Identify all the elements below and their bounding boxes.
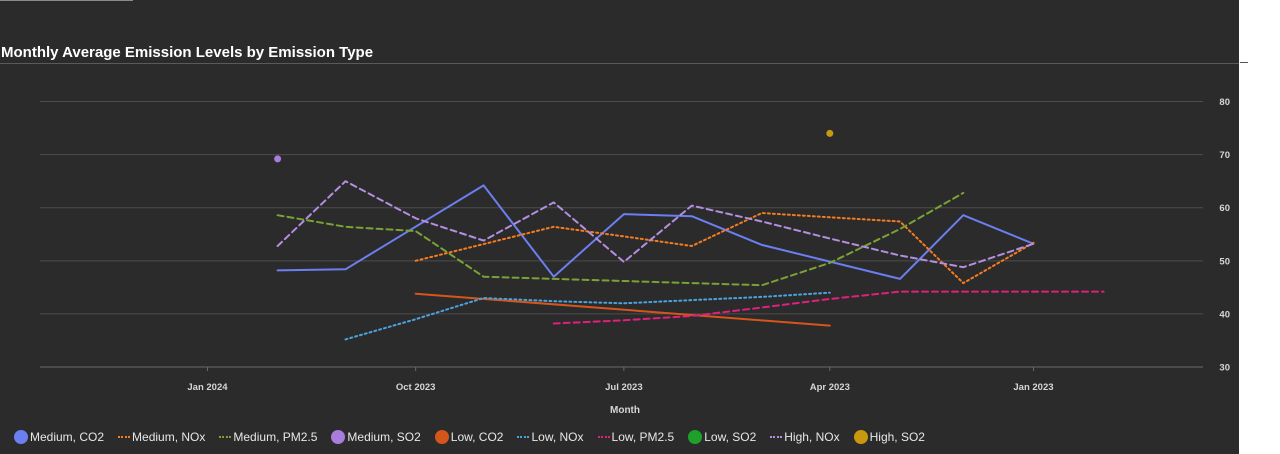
chart-title: Monthly Average Emission Levels by Emiss… xyxy=(1,44,374,61)
series-line-low-co2 xyxy=(414,292,831,327)
series-line-medium-nox xyxy=(414,212,1035,285)
legend-item[interactable]: Medium, CO2 xyxy=(14,430,104,444)
legend-label: High, SO2 xyxy=(869,430,925,444)
series-line-high-nox xyxy=(276,180,1035,269)
legend-item[interactable]: Medium, PM2.5 xyxy=(219,430,317,444)
y-tick-label: 50 xyxy=(1219,256,1230,267)
legend-item[interactable]: Medium, NOx xyxy=(118,430,205,444)
y-tick-label: 80 xyxy=(1219,97,1230,108)
legend-dot-icon xyxy=(14,430,28,444)
legend-label: Medium, CO2 xyxy=(30,430,105,444)
series-line-medium-co2 xyxy=(276,184,1035,280)
legend-label: Medium, PM2.5 xyxy=(233,430,318,444)
legend-item[interactable]: High, NOx xyxy=(770,430,840,444)
series-line-medium-pm2-5 xyxy=(276,191,965,287)
y-tick-label: 60 xyxy=(1219,203,1230,214)
legend-label: Low, NOx xyxy=(531,430,584,444)
chart-legend: Medium, CO2 Medium, NOx Medium, PM2.5 Mediu… xyxy=(14,430,939,444)
x-tick-label: Apr 2023 xyxy=(810,382,850,393)
legend-line-icon xyxy=(770,436,783,438)
legend-dot-icon xyxy=(331,430,346,444)
series-point-medium-so2 xyxy=(274,155,282,163)
legend-label: Low, PM2.5 xyxy=(611,430,675,444)
legend-item[interactable]: High, SO2 xyxy=(853,430,925,444)
legend-dot-icon xyxy=(434,430,449,444)
y-tick-label: 70 xyxy=(1219,150,1230,161)
legend-item[interactable]: Medium, SO2 xyxy=(331,430,421,444)
legend-item[interactable]: Low, CO2 xyxy=(434,430,504,444)
legend-label: Medium, NOx xyxy=(132,430,206,444)
line-chart: 30 40 50 60 70 80 Jan 2024 Oct 2023 Jul 2023 Apr … xyxy=(40,97,1230,416)
legend-item[interactable]: Low, NOx xyxy=(517,430,584,444)
x-tick-label: Jan 2023 xyxy=(1013,382,1053,393)
legend-line-icon xyxy=(118,436,131,438)
title-divider xyxy=(0,63,1239,64)
legend-label: High, NOx xyxy=(784,430,840,444)
legend-dot-icon xyxy=(688,430,703,444)
legend-item[interactable]: Low, SO2 xyxy=(688,430,756,444)
legend-line-icon xyxy=(517,436,530,438)
legend-item[interactable]: Low, PM2.5 xyxy=(597,430,675,444)
y-tick-label: 30 xyxy=(1219,363,1230,374)
x-tick-label: Oct 2023 xyxy=(396,382,436,393)
x-tick-label: Jan 2024 xyxy=(187,382,228,393)
series-point-high-so2 xyxy=(826,129,834,137)
legend-line-icon xyxy=(597,436,610,438)
legend-label: Medium, SO2 xyxy=(347,430,421,444)
series-line-low-nox xyxy=(344,291,831,341)
legend-dot-icon xyxy=(853,430,868,444)
legend-label: Low, SO2 xyxy=(704,430,757,444)
y-tick-label: 40 xyxy=(1219,309,1230,320)
panel-edge-mark xyxy=(1240,62,1248,63)
tab-indicator xyxy=(0,0,133,1)
x-axis-label: Month xyxy=(610,405,640,416)
legend-label: Low, CO2 xyxy=(450,430,504,444)
chart-panel: Monthly Average Emission Levels by Emiss… xyxy=(0,0,1239,454)
x-tick-label: Jul 2023 xyxy=(605,382,643,393)
series-line-low-pm2-5 xyxy=(552,290,1105,325)
legend-line-icon xyxy=(219,436,232,438)
